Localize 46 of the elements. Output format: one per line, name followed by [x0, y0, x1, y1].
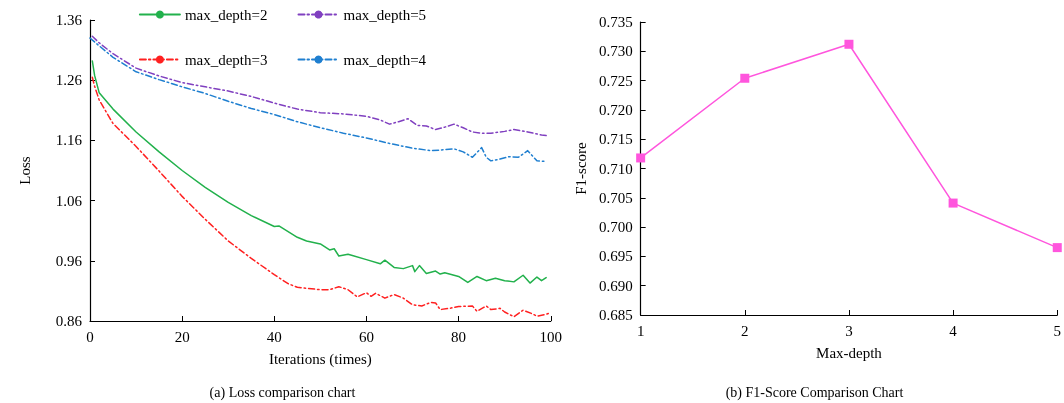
point: [636, 153, 646, 163]
y-tick-label: 0.710: [598, 160, 633, 177]
x-tick-label: 2: [741, 322, 749, 339]
y-tick-label: 0.96: [55, 252, 83, 269]
line-series: [89, 37, 547, 163]
x-tick-label: 20: [174, 328, 190, 345]
y-tick-label: 0.735: [598, 14, 633, 30]
y-tick-label: 0.725: [598, 72, 633, 89]
x-tick-label: 3: [845, 322, 853, 339]
y-tick-label: 0.690: [598, 277, 633, 294]
y-axis-title: F1-score: [572, 141, 589, 195]
point: [948, 198, 958, 208]
x-tick-label: 60: [358, 328, 374, 345]
legend-label: max_depth=2: [184, 6, 268, 23]
point: [844, 39, 854, 49]
text: (a) Loss comparison chart: [209, 384, 356, 401]
point: [740, 73, 750, 83]
y-tick-label: 0.715: [598, 131, 633, 148]
legend-label: max_depth=5: [343, 6, 427, 23]
legend-label: max_depth=4: [343, 51, 427, 68]
y-tick-label: 1.06: [55, 192, 83, 209]
y-tick-label: 0.730: [598, 43, 633, 60]
x-axis-title: Iterations (times): [268, 350, 372, 368]
y-tick-label: 0.720: [598, 101, 633, 118]
x-tick-label: 80: [451, 328, 467, 345]
x-axis-title: Max-depth: [816, 344, 883, 361]
legend-label: max_depth=3: [184, 51, 268, 68]
y-tick-label: 1.16: [55, 132, 83, 149]
x-tick-label: 4: [949, 322, 958, 339]
y-tick-label: 0.705: [598, 189, 633, 206]
x-tick-label: 5: [1053, 322, 1061, 339]
y-tick-label: 0.695: [598, 248, 633, 265]
x-tick-label: 0: [86, 328, 94, 345]
y-tick-label: 0.700: [598, 219, 633, 236]
x-tick-label: 40: [266, 328, 282, 345]
y-tick-label: 0.86: [55, 313, 83, 329]
text: (b) F1-Score Comparison Chart: [725, 384, 904, 401]
point: [1052, 243, 1062, 253]
y-tick-label: 1.36: [55, 12, 83, 28]
line-series: [91, 35, 547, 137]
line-series: [91, 76, 552, 318]
y-tick-label: 0.685: [598, 307, 633, 323]
y-axis-title: Loss: [16, 156, 33, 185]
y-tick-label: 1.26: [55, 72, 83, 89]
x-tick-label: 100: [539, 328, 562, 345]
x-tick-label: 1: [636, 322, 645, 339]
